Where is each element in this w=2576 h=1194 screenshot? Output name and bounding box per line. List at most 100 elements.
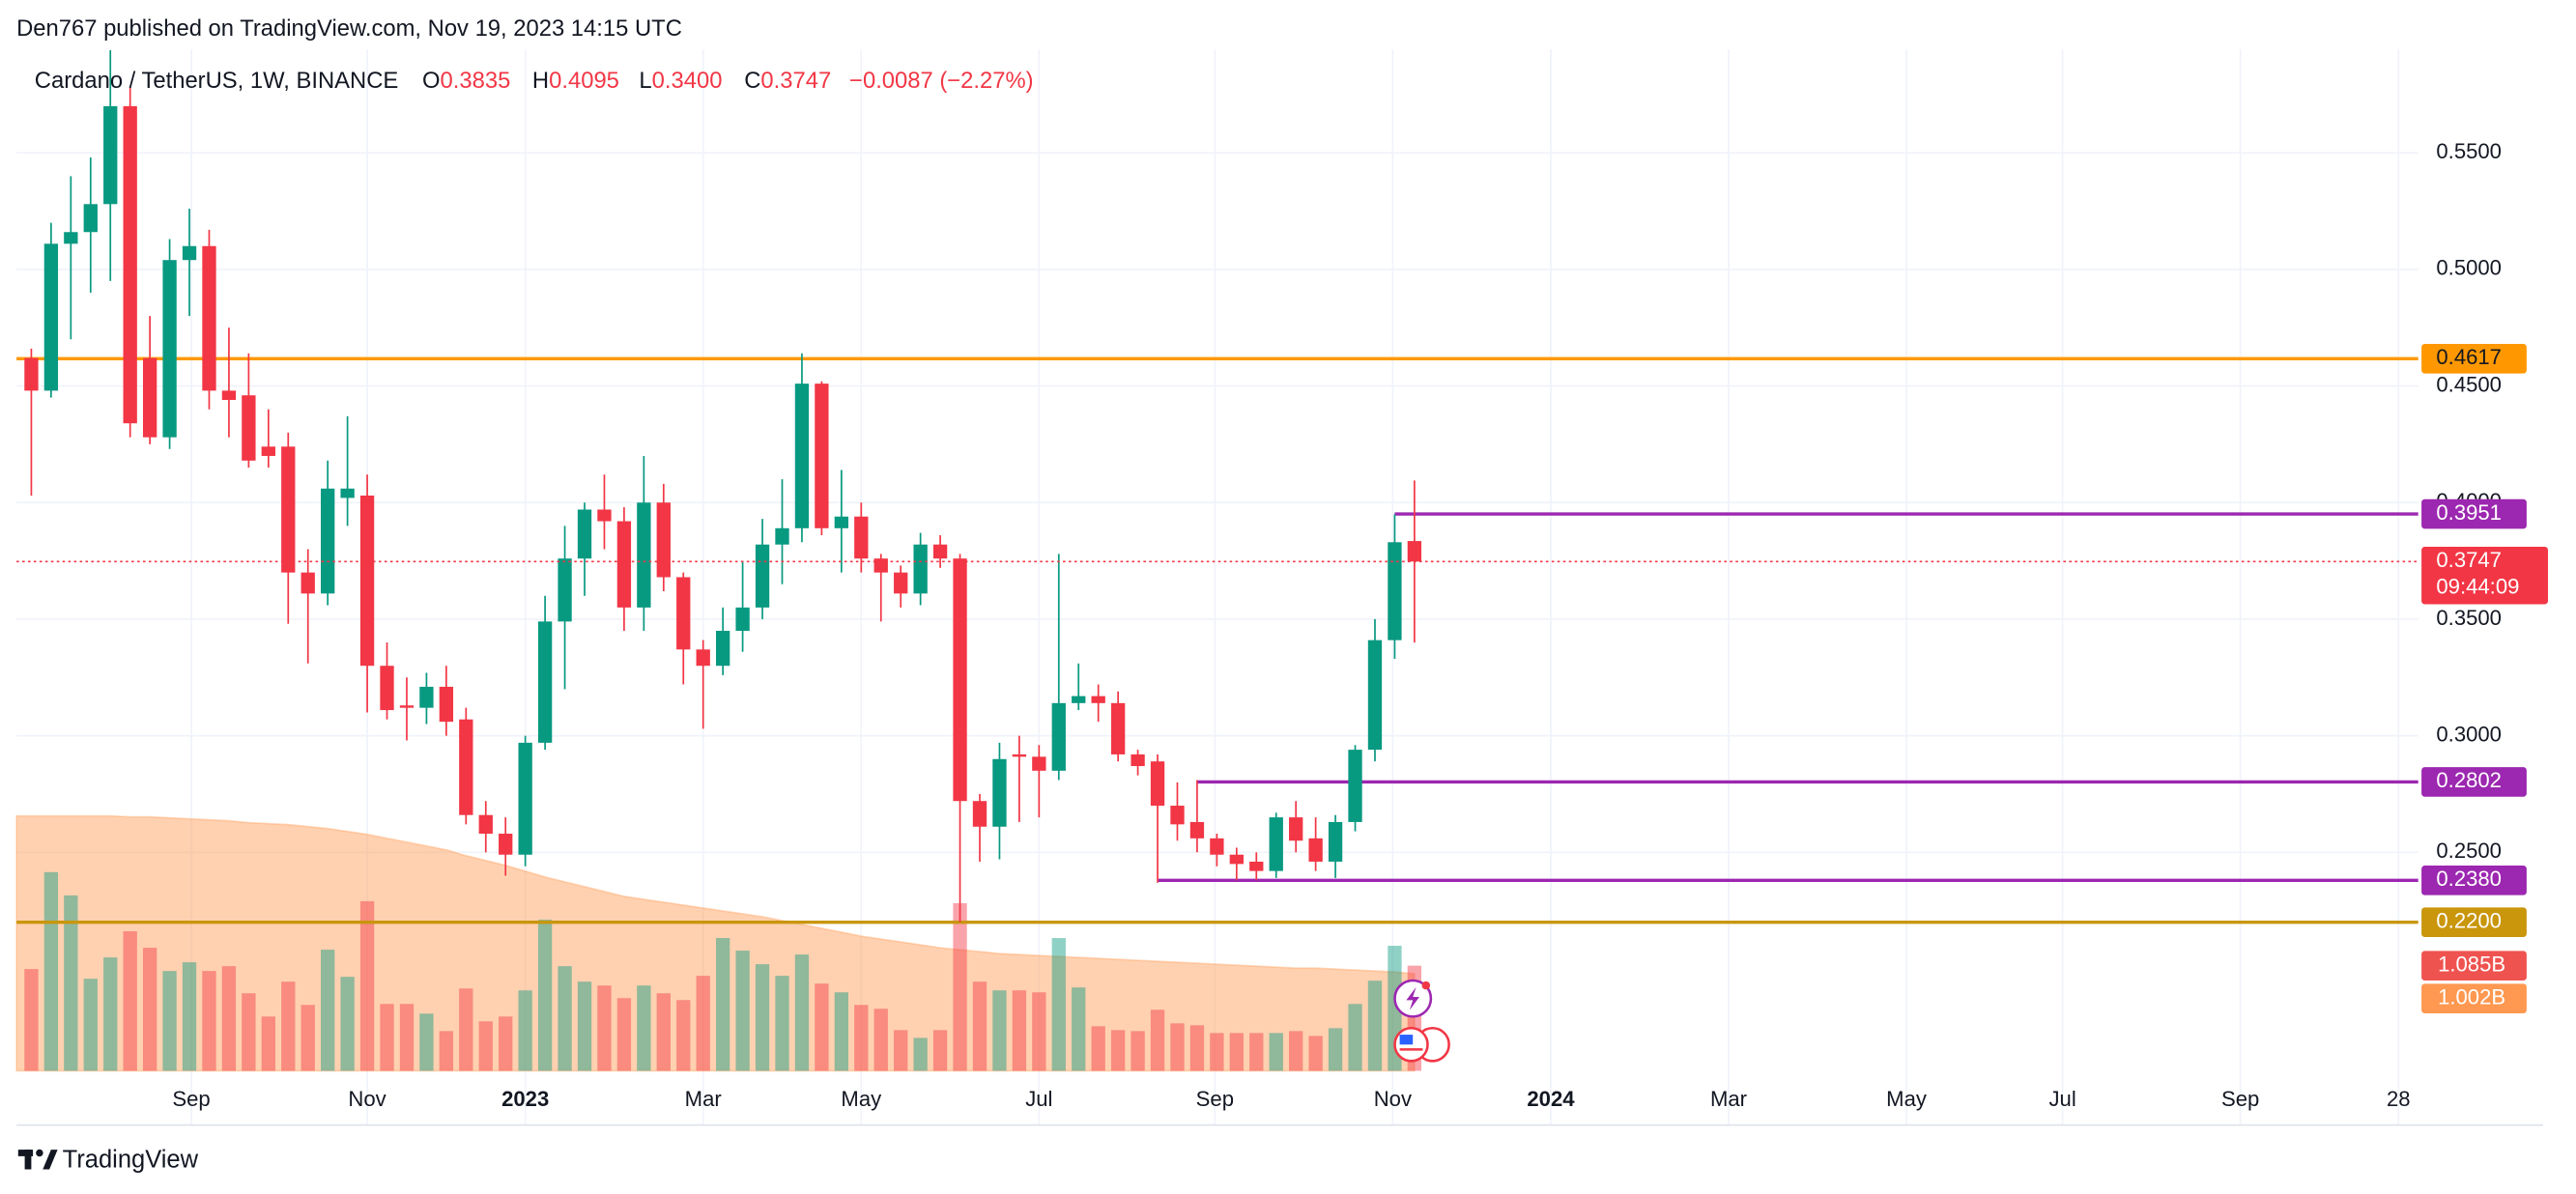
volume-ma-label-box (2421, 983, 2527, 1013)
candle-body (1072, 696, 1086, 703)
candle-body (1229, 854, 1244, 865)
price-label-box (2421, 547, 2549, 605)
x-tick-label: 2024 (1527, 1087, 1575, 1111)
volume-bar (281, 981, 296, 1071)
volume-bar (558, 966, 572, 1071)
candle-body (1189, 821, 1205, 839)
legend: Cardano / TetherUS, 1W, BINANCE O0.3835 … (35, 68, 1034, 94)
legend-low: 0.3400 (652, 68, 723, 94)
volume-ma-label: 1.002B (2438, 985, 2505, 1009)
volume-bar (637, 985, 651, 1071)
symbol: Cardano / TetherUS, 1W, BINANCE (35, 68, 399, 94)
candle-body (83, 204, 98, 233)
candle-body (815, 384, 829, 528)
candle-body (597, 509, 612, 522)
volume-bar (459, 988, 473, 1071)
candle-body (794, 384, 810, 528)
candle-body (1269, 817, 1283, 871)
volume-bar (537, 919, 553, 1071)
candle-body (1091, 696, 1105, 703)
candle-body (1388, 542, 1402, 640)
volume-bar (1367, 981, 1383, 1071)
volume-bar (577, 981, 592, 1071)
candle-body (1150, 761, 1165, 807)
legend-high: 0.4095 (549, 68, 619, 94)
level-label: 0.2802 (2436, 768, 2502, 792)
candle-body (1110, 702, 1126, 754)
header: Den767 published on TradingView.com, Nov… (16, 15, 682, 42)
candle-body (1249, 861, 1264, 871)
x-tick-label: Jul (1025, 1087, 1052, 1111)
legend-open: 0.3835 (441, 68, 511, 94)
x-tick-label: Sep (172, 1087, 210, 1111)
level-label-box (2421, 767, 2527, 797)
y-tick-label: 0.5000 (2436, 256, 2502, 280)
volume-bar (1328, 1028, 1343, 1071)
volume-bar (1012, 990, 1027, 1071)
candle-body (775, 527, 789, 545)
x-tick-label: Nov (1374, 1087, 1412, 1111)
candle-body (637, 502, 651, 608)
level-label-box (2421, 907, 2527, 938)
candle-body (537, 621, 553, 743)
level-label-box (2421, 498, 2527, 529)
volume-bar (1289, 1031, 1303, 1071)
candle-body (261, 446, 275, 456)
candle-body (577, 509, 592, 559)
candle-body (478, 814, 493, 835)
volume-bar (1210, 1033, 1224, 1071)
volume-bar (715, 938, 730, 1071)
volume-bar (202, 971, 216, 1071)
candle-body (656, 502, 671, 578)
volume-bar (815, 983, 829, 1071)
volume-bar (1131, 1031, 1145, 1071)
candle-body (103, 105, 118, 205)
legend-key: L (639, 68, 651, 94)
volume-bar (399, 1004, 415, 1071)
candle-body (459, 719, 473, 815)
candle-body (616, 521, 632, 608)
candle-body (142, 357, 157, 438)
volume-ma-area (15, 814, 1416, 1072)
volume-bar (992, 990, 1007, 1071)
level-label: 0.2200 (2436, 909, 2502, 933)
volume-bar (221, 966, 237, 1071)
candle-body (676, 577, 691, 650)
volume-bar (1051, 938, 1066, 1071)
candle-body (1051, 702, 1066, 771)
volume-bar (439, 1031, 454, 1071)
candle-body (182, 245, 197, 261)
logo-part (43, 1150, 58, 1170)
candle-body (854, 516, 869, 559)
volume-bar (340, 977, 355, 1071)
volume-bar (518, 990, 532, 1071)
x-tick-label: Mar (1710, 1087, 1747, 1111)
level-label: 0.4617 (2436, 345, 2502, 369)
price-label: 0.3747 (2436, 548, 2502, 572)
volume-bar (1348, 1004, 1362, 1071)
volume-bar (735, 951, 750, 1071)
x-tick-label: 28 (2387, 1087, 2411, 1111)
logo (17, 1149, 58, 1170)
volume-bar (834, 992, 849, 1071)
candle-body (932, 544, 948, 559)
legend-close: 0.3747 (760, 68, 831, 94)
x-tick-label: Mar (685, 1087, 722, 1111)
volume-bar (321, 950, 335, 1071)
y-tick-label: 0.4500 (2436, 372, 2502, 396)
candle-body (1367, 640, 1383, 751)
candle-body (439, 686, 454, 723)
level-label: 0.2380 (2436, 867, 2502, 891)
volume-bar (83, 979, 98, 1071)
volume-bar (123, 931, 137, 1071)
volume-bar (499, 1016, 513, 1071)
x-tick-label: 2023 (501, 1087, 549, 1111)
volume-bar (676, 1000, 691, 1071)
candle-body (972, 801, 987, 827)
candle-body (1348, 750, 1362, 822)
volume-bar (1170, 1023, 1185, 1071)
candle-body (301, 572, 315, 594)
volume-bar (64, 895, 78, 1071)
